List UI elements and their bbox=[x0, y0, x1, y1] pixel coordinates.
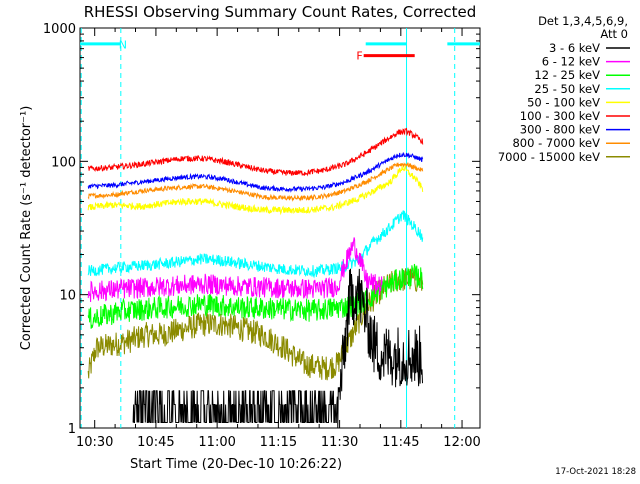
y-tick-label: 1000 bbox=[43, 22, 76, 37]
plot-area: N F 1 10 100 1000 10:30 10:45 11:00 11:15 11:30 11:… bbox=[43, 22, 481, 450]
x-tick-label: 11:45 bbox=[382, 435, 419, 450]
x-tick-label: 10:45 bbox=[137, 435, 174, 450]
series-line bbox=[87, 210, 424, 279]
y-tick-label: 100 bbox=[51, 155, 76, 170]
legend-header-line: Det 1,3,4,5,6,9, bbox=[538, 14, 628, 28]
x-tick-label: 12:00 bbox=[443, 435, 480, 450]
legend-label: 800 - 7000 keV bbox=[512, 136, 600, 150]
footer-timestamp: 17-Oct-2021 18:28 bbox=[555, 467, 636, 477]
y-tick-label: 1 bbox=[68, 422, 76, 437]
legend-label: 6 - 12 keV bbox=[542, 55, 600, 69]
series-line bbox=[87, 127, 424, 177]
series-line bbox=[132, 268, 423, 429]
chart-title: RHESSI Observing Summary Count Rates, Co… bbox=[84, 3, 477, 21]
legend-label: 100 - 300 keV bbox=[520, 109, 600, 123]
series-line bbox=[87, 165, 424, 216]
legend-label: 12 - 25 keV bbox=[534, 68, 600, 82]
legend-header-line: Att 0 bbox=[600, 27, 628, 41]
series-line bbox=[87, 237, 383, 303]
legend-label: 300 - 800 keV bbox=[520, 123, 600, 137]
x-tick-label: 11:30 bbox=[321, 435, 358, 450]
legend-label: 3 - 6 keV bbox=[549, 41, 600, 55]
plot-frame bbox=[79, 27, 481, 429]
y-axis-label: Corrected Count Rate (s⁻¹ detector⁻¹) bbox=[19, 106, 34, 351]
annotation-label: N bbox=[119, 39, 127, 52]
x-tick-label: 11:00 bbox=[198, 435, 235, 450]
annotation-label: F bbox=[356, 50, 362, 63]
legend-label: 50 - 100 keV bbox=[527, 95, 600, 109]
x-tick-label: 10:30 bbox=[76, 435, 113, 450]
legend-label: 7000 - 15000 keV bbox=[498, 150, 600, 164]
y-tick-label: 10 bbox=[59, 289, 76, 304]
x-axis-label: Start Time (20-Dec-10 10:26:22) bbox=[130, 457, 342, 472]
legend-label: 25 - 50 keV bbox=[534, 82, 600, 96]
x-tick-label: 11:15 bbox=[260, 435, 297, 450]
series-line bbox=[87, 162, 424, 202]
series-line bbox=[87, 151, 424, 193]
